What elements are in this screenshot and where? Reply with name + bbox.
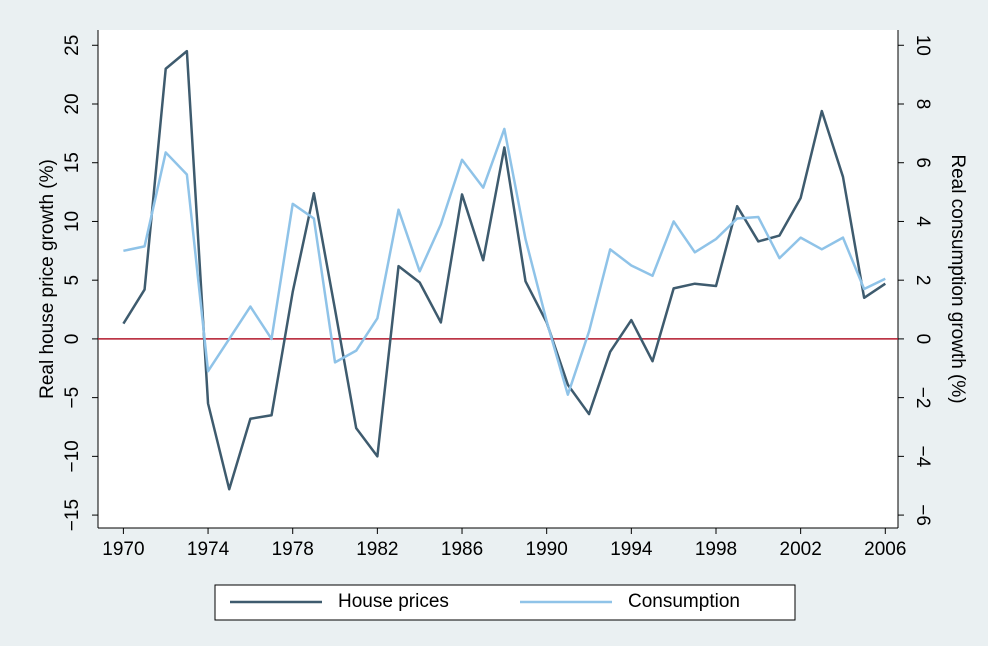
legend-label: House prices (338, 591, 449, 612)
series-line (123, 127, 886, 396)
y-axis-title: Real house price growth (%) (37, 159, 58, 399)
y-tick-label: 0 (62, 334, 83, 345)
y2-tick-label: 2 (912, 275, 933, 286)
plot-area (98, 30, 898, 528)
x-tick-label: 1974 (187, 539, 230, 560)
x-tick-label: 1978 (272, 539, 314, 560)
y2-tick-label: 0 (912, 334, 933, 345)
y-tick-label: 15 (62, 152, 83, 173)
x-tick-label: 1994 (610, 539, 653, 560)
y-tick-label: 20 (62, 93, 83, 114)
y2-tick-label: 6 (912, 157, 933, 168)
y2-tick-label: 4 (912, 216, 933, 227)
x-tick-label: 1982 (356, 539, 398, 560)
y-tick-label: −10 (62, 440, 83, 472)
x-tick-label: 1998 (695, 539, 737, 560)
y2-tick-label: −6 (912, 504, 933, 526)
y-tick-label: 5 (62, 275, 83, 286)
y-tick-label: 10 (62, 211, 83, 232)
y-tick-label: −5 (62, 387, 83, 409)
legend-label: Consumption (628, 591, 740, 612)
y2-tick-label: 8 (912, 99, 933, 110)
x-tick-label: 2002 (780, 539, 822, 560)
y2-axis-title: Real consumption growth (%) (947, 154, 968, 403)
y2-tick-label: 10 (912, 35, 933, 56)
x-tick-label: 1990 (526, 539, 568, 560)
y2-tick-label: −2 (912, 387, 933, 409)
x-tick-label: 1986 (441, 539, 483, 560)
y-tick-label: −15 (62, 499, 83, 531)
x-tick-label: 2006 (864, 539, 906, 560)
x-tick-label: 1970 (102, 539, 144, 560)
series-line (122, 49, 886, 491)
y-tick-label: 25 (62, 35, 83, 56)
y2-tick-label: −4 (912, 446, 933, 468)
